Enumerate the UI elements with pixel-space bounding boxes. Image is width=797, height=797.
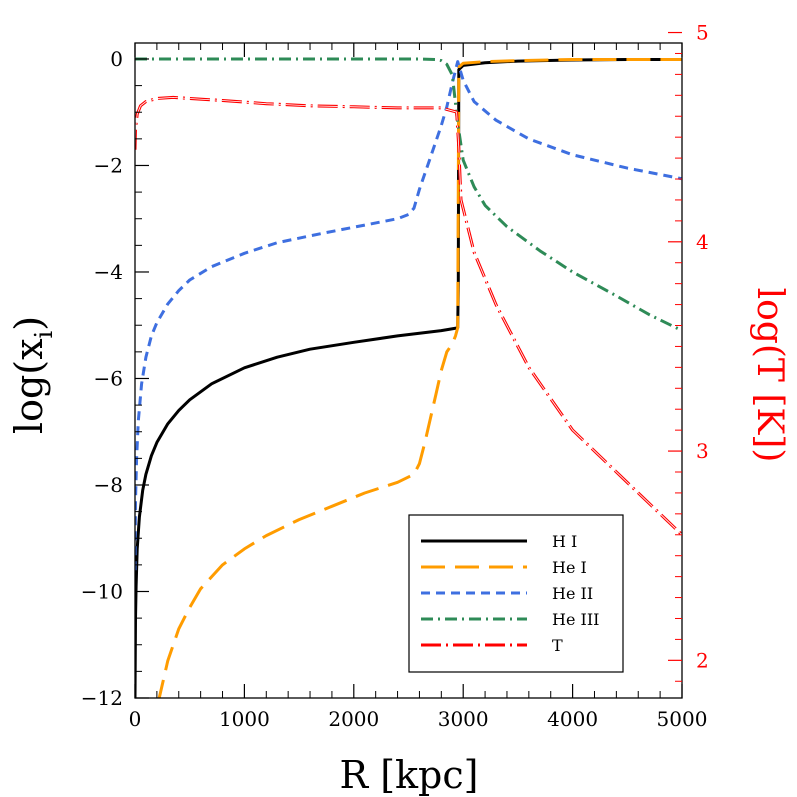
series-line-he-ii: [135, 60, 682, 571]
x-tick-label: 4000: [547, 707, 598, 731]
legend-label: T: [552, 636, 563, 655]
y-left-tick-label: −4: [94, 260, 123, 284]
y-left-tick-label: −2: [94, 153, 123, 177]
series-line-inner: [135, 96, 682, 536]
legend: H I He I He II He III T: [408, 514, 624, 673]
legend-label: H I: [552, 532, 577, 551]
y-axis-left-title: log(xi): [7, 316, 58, 434]
x-tick-label: 1000: [219, 707, 270, 731]
x-tick-label: 2000: [328, 707, 379, 731]
y-right-tick-label: 4: [696, 230, 709, 254]
legend-label: He I: [552, 558, 587, 577]
y-left-tick-label: −10: [81, 579, 123, 603]
series-line-he-i: [157, 58, 682, 698]
y-axis-right-title: log(T [K]): [749, 288, 790, 463]
y-right-tick-label: 2: [696, 648, 709, 672]
x-tick-label: 3000: [438, 707, 489, 731]
x-axis-title: R [kpc]: [340, 753, 479, 797]
x-tick-label: 5000: [657, 707, 708, 731]
series-line-h-i: [135, 58, 682, 698]
x-tick-label: 0: [129, 707, 142, 731]
plot-frame: [134, 42, 683, 699]
y-right-tick-label: 5: [696, 21, 709, 45]
y-left-tick-label: 0: [110, 47, 123, 71]
y-left-tick-label: −6: [94, 366, 123, 390]
legend-label: He II: [552, 584, 593, 603]
axes: 0 1000 2000 3000 4000 5000 0 −2 −4 −6 −8 −10 −12 2 3 4 5: [81, 21, 709, 731]
series-line-he-iii: [135, 57, 682, 332]
y-right-tick-label: 3: [696, 439, 709, 463]
y-left-tick-label: −12: [81, 686, 123, 710]
legend-label: He III: [552, 610, 599, 629]
y-left-tick-label: −8: [94, 473, 123, 497]
series-line-t: [135, 95, 682, 536]
plot-area: [135, 57, 682, 698]
